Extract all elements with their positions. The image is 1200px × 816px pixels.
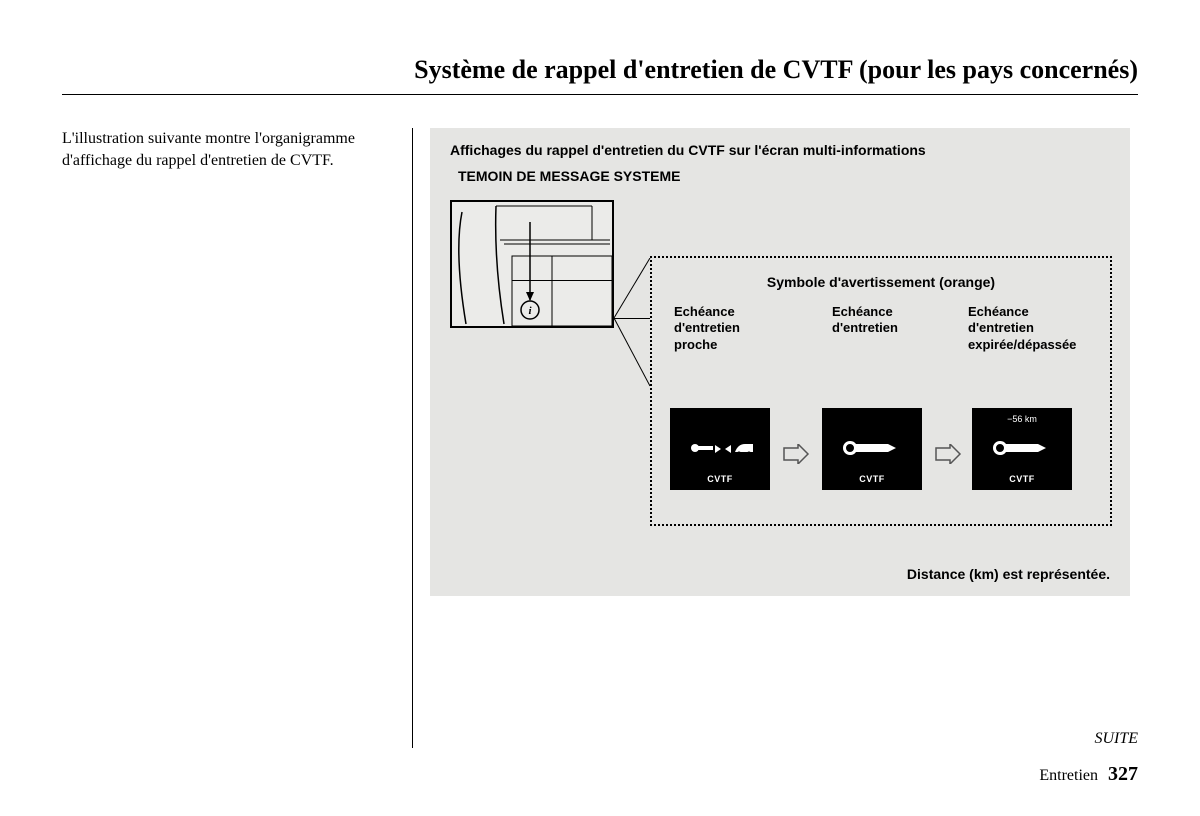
arrow-icon-2 <box>934 444 962 470</box>
km-label: −56 km <box>1007 414 1037 424</box>
page-footer: Entretien 327 <box>1039 763 1138 786</box>
cvtf-label-2: CVTF <box>859 474 885 484</box>
section-name: Entretien <box>1039 767 1098 784</box>
cvtf-label-3: CVTF <box>1009 474 1035 484</box>
maintenance-icon-past: −56 km CVTF <box>972 408 1072 490</box>
page-title: Système de rappel d'entretien de CVTF (p… <box>414 55 1138 85</box>
panel-heading: Affichages du rappel d'entretien du CVTF… <box>450 142 1110 158</box>
distance-note: Distance (km) est représentée. <box>907 566 1110 582</box>
cvtf-label-1: CVTF <box>707 474 733 484</box>
continued-label: SUITE <box>1094 730 1138 748</box>
intro-paragraph: L'illustration suivante montre l'organig… <box>62 128 392 171</box>
col-label-3: Echéanced'entretienexpirée/dépassée <box>968 304 1076 353</box>
maintenance-icon-due: CVTF <box>822 408 922 490</box>
col-label-1: Echéanced'entretienproche <box>674 304 740 353</box>
info-panel: Affichages du rappel d'entretien du CVTF… <box>430 128 1130 596</box>
dashboard-illustration: i <box>450 200 614 328</box>
page-number: 327 <box>1108 763 1138 785</box>
column-divider <box>412 128 413 748</box>
callout-connector <box>614 258 654 388</box>
arrow-icon-1 <box>782 444 810 470</box>
col-label-2: Echéanced'entretien <box>832 304 898 337</box>
title-underline <box>62 94 1138 95</box>
warning-group: Symbole d'avertissement (orange) Echéanc… <box>650 256 1112 526</box>
panel-subheading: TEMOIN DE MESSAGE SYSTEME <box>458 168 1110 184</box>
maintenance-icon-soon: CVTF <box>670 408 770 490</box>
warning-title: Symbole d'avertissement (orange) <box>652 274 1110 290</box>
